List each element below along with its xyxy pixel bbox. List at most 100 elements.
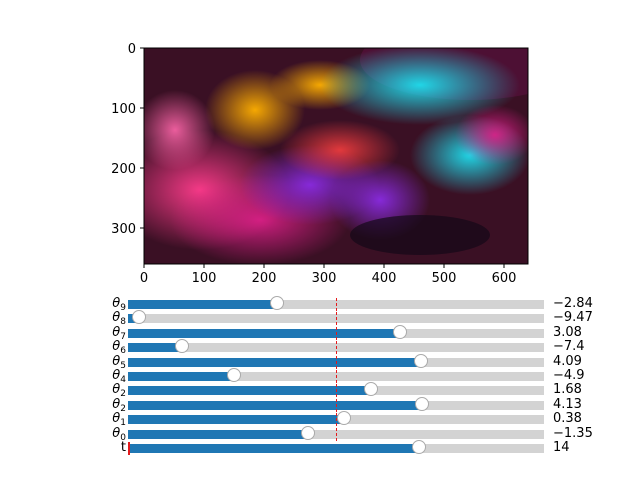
slider-label: θ5 — [0, 355, 126, 371]
slider-initial-value-line — [336, 370, 337, 383]
x-tick-label: 300 — [312, 271, 337, 286]
slider-subscript: 0 — [120, 432, 126, 443]
x-tick-label: 200 — [252, 271, 277, 286]
slider-row[interactable]: θ0 −1.35 — [0, 425, 640, 443]
slider-symbol: t — [120, 440, 126, 455]
slider-initial-value-line — [336, 341, 337, 355]
slider-fill — [128, 400, 423, 410]
y-axis: 0 100 200 300 — [111, 42, 144, 237]
slider-track[interactable] — [128, 411, 544, 427]
slider-subscript: 6 — [120, 346, 126, 357]
slider-row[interactable]: t 14 — [0, 440, 640, 455]
slider-value: −2.84 — [553, 296, 593, 311]
slider-initial-value-line — [336, 427, 337, 441]
slider-label: θ9 — [0, 296, 126, 313]
slider-row[interactable]: θ4 −4.9 — [0, 368, 640, 385]
slider-handle[interactable] — [131, 310, 146, 325]
slider-subscript: 5 — [120, 360, 126, 371]
x-tick-label: 600 — [492, 271, 517, 286]
slider-row[interactable]: θ6 −7.4 — [0, 339, 640, 357]
y-tick-label: 200 — [111, 162, 136, 177]
slider-track[interactable] — [128, 368, 544, 383]
slider-initial-value-line — [336, 384, 337, 398]
slider-label: θ2 — [0, 382, 126, 400]
slider-row[interactable]: θ9 −2.84 — [0, 296, 640, 313]
y-tick-label: 300 — [111, 222, 136, 237]
slider-handle[interactable] — [412, 440, 427, 454]
slider-label: θ2 — [0, 396, 126, 414]
slider-initial-value-line — [336, 298, 337, 311]
slider-track[interactable] — [128, 353, 544, 369]
slider-handle[interactable] — [393, 324, 408, 339]
slider-handle[interactable] — [415, 396, 430, 411]
slider-fill — [128, 328, 401, 338]
slider-initial-value-line — [336, 398, 337, 412]
slider-value: −7.4 — [553, 339, 585, 355]
abstract-colorful-smoke-image — [144, 48, 528, 264]
slider-symbol: θ — [112, 411, 121, 427]
slider-fill — [128, 357, 422, 367]
slider-symbol: θ — [112, 382, 121, 398]
slider-value: 14 — [553, 440, 570, 455]
slider-row[interactable]: θ2 1.68 — [0, 382, 640, 400]
x-tick-label: 400 — [372, 271, 397, 286]
slider-symbol: θ — [112, 339, 121, 355]
slider-handle[interactable] — [363, 382, 378, 397]
slider-subscript: 4 — [120, 375, 126, 385]
slider-fill — [128, 343, 183, 353]
slider-label: θ8 — [0, 311, 126, 328]
slider-handle[interactable] — [269, 296, 284, 310]
slider-value: −1.35 — [553, 425, 593, 441]
slider-symbol: θ — [112, 396, 121, 412]
x-tick-label: 100 — [192, 271, 217, 286]
slider-value: 0.38 — [553, 411, 582, 427]
x-tick-label: 500 — [432, 271, 457, 286]
slider-track[interactable] — [128, 440, 544, 455]
slider-subscript: 9 — [120, 303, 126, 313]
slider-row[interactable]: θ5 4.09 — [0, 353, 640, 371]
slider-initial-value-line — [128, 442, 130, 455]
slider-row[interactable]: θ2 4.13 — [0, 396, 640, 414]
slider-initial-value-line — [336, 326, 337, 340]
x-tick-label: 0 — [140, 271, 148, 286]
slider-track[interactable] — [128, 339, 544, 355]
slider-row[interactable]: θ7 3.08 — [0, 324, 640, 342]
slider-handle[interactable] — [301, 425, 316, 440]
slider-row[interactable]: θ1 0.38 — [0, 411, 640, 428]
slider-value: −9.47 — [553, 310, 593, 326]
x-axis: 0 100 200 300 400 500 600 — [140, 264, 517, 286]
slider-initial-value-line — [336, 312, 337, 326]
slider-handle[interactable] — [414, 353, 429, 368]
slider-handle[interactable] — [336, 411, 351, 426]
slider-subscript: 2 — [120, 389, 126, 400]
slider-label: θ1 — [0, 411, 126, 428]
axes-frame — [143, 47, 529, 265]
slider-label: θ4 — [0, 369, 126, 385]
slider-fill — [128, 415, 344, 425]
slider-fill — [128, 444, 420, 453]
slider-track[interactable] — [128, 382, 544, 398]
slider-fill — [128, 372, 235, 381]
slider-label: θ6 — [0, 339, 126, 357]
slider-handle[interactable] — [175, 339, 190, 354]
slider-fill — [128, 429, 309, 439]
slider-track[interactable] — [128, 296, 544, 311]
slider-track[interactable] — [128, 324, 544, 340]
slider-track[interactable] — [128, 425, 544, 441]
slider-label: t — [0, 440, 126, 455]
slider-initial-value-line — [336, 413, 337, 427]
slider-track[interactable] — [128, 396, 544, 412]
slider-fill — [128, 386, 371, 396]
slider-row[interactable]: θ8 −9.47 — [0, 310, 640, 328]
slider-subscript: 8 — [120, 317, 126, 328]
slider-symbol: θ — [112, 296, 121, 311]
slider-track[interactable] — [128, 310, 544, 326]
slider-label: θ7 — [0, 326, 126, 342]
slider-value: 3.08 — [553, 324, 582, 340]
slider-subscript: 7 — [120, 331, 126, 342]
y-tick-label: 100 — [111, 102, 136, 117]
slider-fill — [128, 300, 277, 309]
slider-value: 1.68 — [553, 382, 582, 398]
slider-handle[interactable] — [227, 368, 242, 382]
